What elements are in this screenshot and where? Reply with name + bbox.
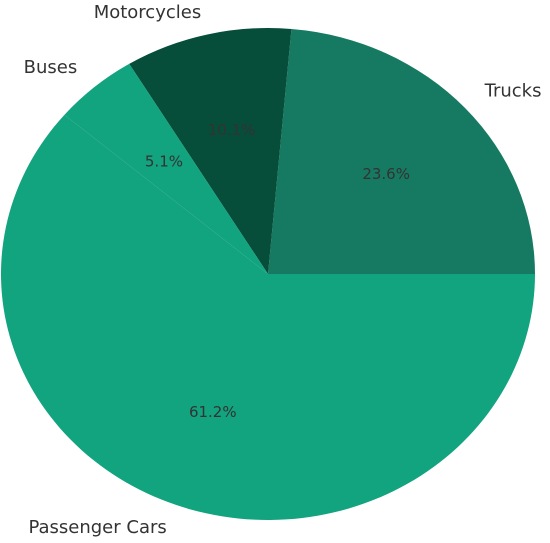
value-label: 10.1% xyxy=(208,121,256,139)
pie-slice xyxy=(64,63,268,275)
pie-slice xyxy=(0,114,535,521)
category-label: Passenger Cars xyxy=(28,517,166,538)
pie-slice xyxy=(268,28,535,275)
value-label: 23.6% xyxy=(362,165,410,183)
pie-slice xyxy=(129,27,292,274)
value-label: 5.1% xyxy=(145,152,183,170)
category-label: Motorcycles xyxy=(94,2,202,23)
value-label: 61.2% xyxy=(189,403,237,421)
category-label: Buses xyxy=(24,57,78,78)
category-label: Trucks xyxy=(484,80,542,101)
